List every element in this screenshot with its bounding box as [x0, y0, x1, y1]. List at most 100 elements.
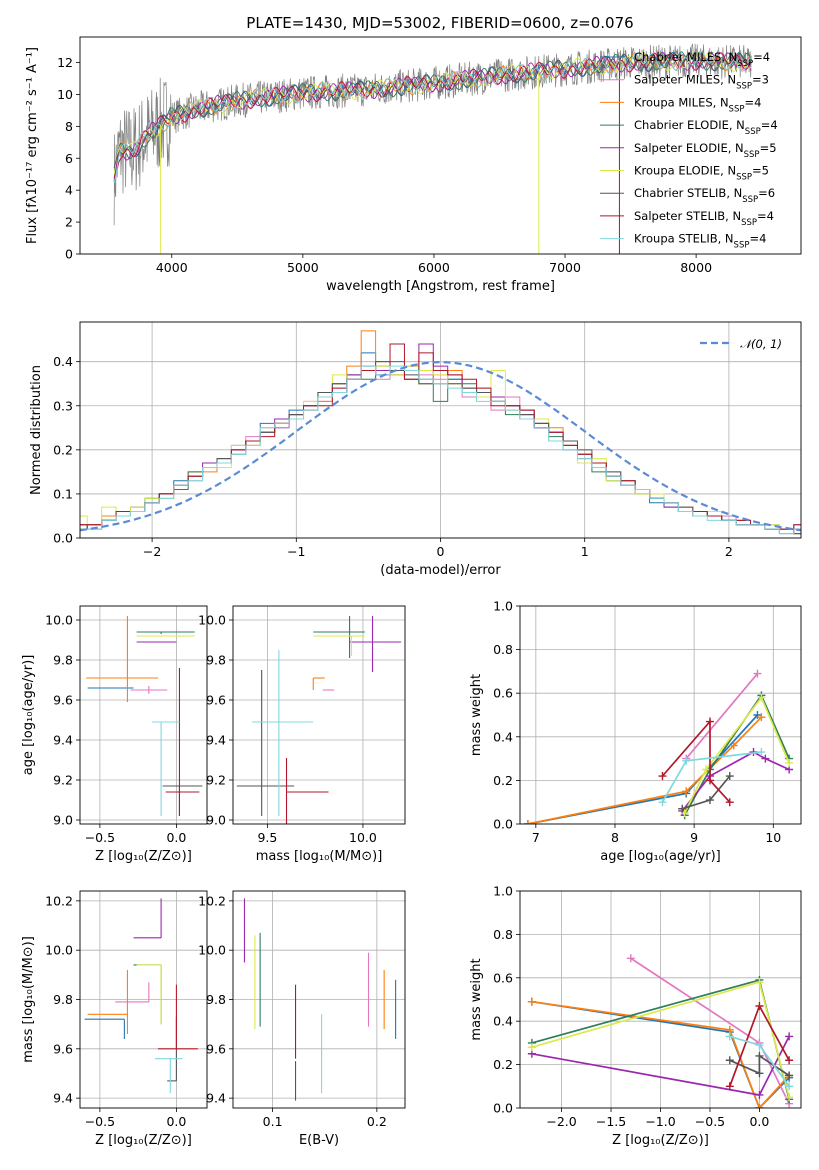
errorbar-kroupa-stelib	[252, 650, 314, 816]
plot-area	[80, 606, 207, 824]
y-tick-label: 0.0	[53, 531, 73, 546]
weight-marker	[626, 954, 635, 963]
weight-line	[661, 719, 731, 803]
weight-series-kroupa-miles	[523, 713, 766, 824]
errorbar-kroupa-stelib	[151, 721, 180, 816]
weight-marker	[682, 787, 691, 796]
weight-marker	[755, 1069, 764, 1078]
y-tick-label: 0.0	[493, 1101, 513, 1116]
axes-frame	[79, 36, 802, 255]
panel-massweight-Z: −2.0 −1.5 −1.0 −0.5 0.0 0.0 0.2 0.4 0.6 0.8 1.0 Z […	[469, 884, 802, 1148]
weight-marker	[755, 1051, 764, 1060]
y-tick-label: 9.8	[206, 992, 226, 1007]
y-tick-label: 10.0	[198, 613, 226, 628]
x-tick-label: 0	[437, 544, 445, 559]
panel-age-Z: −0.5 0.0 9.0 9.2 9.4 9.6 9.8 10.0 Z [log₁₀(Z/Z⊙)…	[21, 605, 208, 864]
x-axis-label: (data-model)/error	[380, 563, 501, 578]
y-tick-label: 12	[57, 55, 73, 70]
errorbar-salpeter-stelib	[158, 984, 198, 1050]
legend-entry: Salpeter MILES, NSSP=3	[634, 73, 769, 92]
weight-line	[683, 695, 790, 814]
plot-area	[80, 322, 801, 538]
weight-series-kroupa-elodie	[527, 978, 794, 1102]
y-tick-label: 0.3	[53, 398, 73, 413]
model-line-salpeter-stelib	[113, 52, 752, 178]
weight-line	[527, 716, 763, 824]
x-tick-label: 0.2	[367, 1114, 387, 1129]
y-tick-label: 0.4	[53, 354, 73, 369]
weight-marker	[785, 1082, 794, 1091]
weight-marker	[725, 772, 734, 781]
errorbar-salpeter-stelib	[285, 758, 329, 824]
axes-frame	[519, 890, 802, 1109]
y-tick-label: 6	[65, 151, 73, 166]
weight-marker	[680, 809, 689, 818]
panel-age-mass: 9.5 10.0 9.0 9.2 9.4 9.6 9.8 10.0 mass [log₁₀(M/…	[198, 605, 406, 864]
x-tick-label: 9	[690, 830, 698, 845]
x-tick-label: −1	[287, 544, 305, 559]
weight-marker	[678, 804, 687, 813]
weight-marker	[705, 717, 714, 726]
y-tick-label: 0.0	[493, 817, 513, 832]
weight-marker	[523, 820, 532, 824]
plot-area	[520, 891, 801, 1108]
y-tick-label: 2	[65, 215, 73, 230]
panel-mass-Z: −0.5 0.0 9.4 9.6 9.8 10.0 10.2 Z [log₁₀(Z/Z⊙)] m…	[21, 890, 208, 1148]
axes-frame	[519, 605, 802, 825]
y-tick-label: 0.6	[493, 686, 513, 701]
legend-entry: Kroupa MILES, NSSP=4	[634, 95, 761, 114]
errorbar-kroupa-miles	[87, 969, 128, 1035]
weight-marker	[753, 669, 762, 678]
y-tick-label: 0.1	[53, 486, 73, 501]
x-tick-label: −2.0	[546, 1114, 576, 1129]
legend-entry: Chabrier MILES, NSSP=4	[634, 50, 770, 69]
weight-line	[685, 673, 759, 760]
errorbar-kroupa-miles	[312, 677, 325, 690]
y-tick-label: 9.4	[53, 733, 73, 748]
legend-entry: Chabrier ELODIE, NSSP=4	[634, 118, 778, 137]
weight-marker	[725, 1082, 734, 1091]
errorbar-chabrier-stelib	[162, 785, 203, 816]
legend-entry: Chabrier STELIB, NSSP=6	[634, 186, 775, 205]
model-line-salpeter-miles	[113, 51, 752, 181]
errorbar-salpeter-miles	[115, 982, 150, 1003]
weight-marker	[761, 754, 770, 763]
weight-marker	[729, 741, 738, 750]
y-tick-label: 10.0	[45, 943, 73, 958]
x-tick-label: −1.5	[596, 1114, 626, 1129]
legend-entry: Kroupa ELODIE, NSSP=5	[634, 164, 769, 183]
weight-marker	[757, 693, 766, 702]
y-tick-label: 0.6	[493, 970, 513, 985]
y-axis-label: Normed distribution	[29, 365, 44, 495]
axes-frame	[79, 890, 208, 1109]
y-tick-label: 9.4	[206, 733, 226, 748]
x-axis-label: wavelength [Angstrom, rest frame]	[326, 279, 555, 294]
y-tick-label: 8	[65, 119, 73, 134]
axes-frame	[232, 605, 406, 825]
x-axis-label: age [log₁₀(age/yr)]	[600, 849, 721, 864]
errorbar-chabrier-stelib	[236, 670, 295, 816]
y-tick-label: 10	[57, 87, 73, 102]
y-tick-label: 10.2	[198, 893, 226, 908]
y-tick-label: 9.2	[206, 773, 226, 788]
y-tick-label: 9.6	[53, 693, 73, 708]
y-tick-label: 9.0	[206, 813, 226, 828]
y-tick-label: 9.6	[53, 1041, 73, 1056]
weight-series-salpeter-stelib	[725, 1002, 794, 1091]
x-axis-label: mass [log₁₀(M/M⊙)]	[256, 849, 383, 864]
plot-area	[80, 891, 207, 1108]
y-axis-label: age [log₁₀(age/yr)]	[21, 655, 36, 776]
y-axis-label: Flux [fλ10⁻¹⁷ erg cm⁻² s⁻¹ A⁻¹]	[25, 47, 40, 244]
legend-entry: Salpeter ELODIE, NSSP=5	[634, 141, 777, 160]
x-tick-label: 1	[581, 544, 589, 559]
x-tick-label: 0.0	[166, 830, 186, 845]
x-tick-label: 7	[532, 830, 540, 845]
weight-marker	[785, 1071, 794, 1080]
weight-marker	[702, 765, 711, 774]
x-tick-label: 2	[725, 544, 733, 559]
weight-marker	[725, 1032, 734, 1041]
figure-title: PLATE=1430, MJD=53002, FIBERID=0600, z=0…	[246, 14, 633, 32]
y-axis-label: mass weight	[469, 674, 484, 756]
x-axis-label: Z [log₁₀(Z/Z⊙)]	[95, 849, 192, 864]
y-tick-label: 0.8	[493, 642, 513, 657]
